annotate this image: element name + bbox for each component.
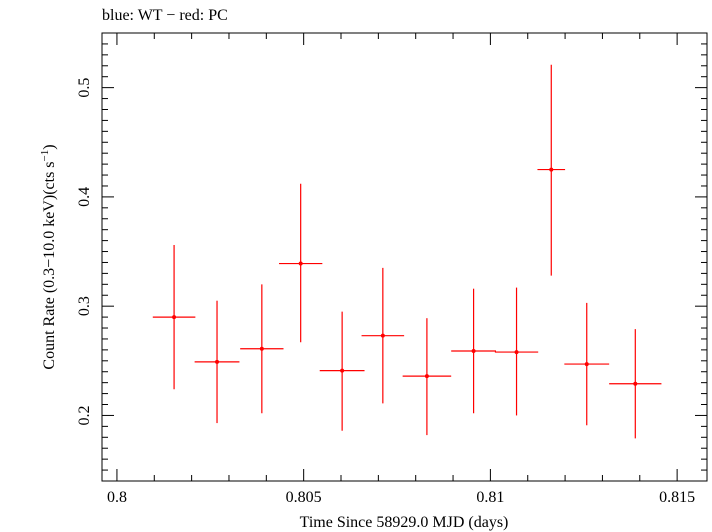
point-marker: [514, 350, 519, 355]
point-marker: [215, 359, 220, 364]
data-points: [152, 64, 662, 439]
x-tick-label: 0.81: [476, 489, 504, 506]
y-axis-label-superscript: −1: [39, 150, 51, 162]
y-tick-label: 0.2: [76, 405, 93, 425]
x-tick-label: 0.8: [107, 489, 127, 506]
data-point: [319, 311, 365, 431]
y-tick-label: 0.4: [76, 187, 93, 207]
point-marker: [424, 374, 429, 379]
x-axis-label: Time Since 58929.0 MJD (days): [300, 514, 509, 531]
data-point: [451, 288, 496, 414]
x-tick-label: 0.815: [659, 489, 695, 506]
data-point: [240, 284, 284, 414]
chart-title: blue: WT − red: PC: [102, 7, 228, 24]
point-marker: [172, 315, 177, 320]
data-point: [564, 302, 610, 426]
point-marker: [584, 362, 589, 367]
data-point: [361, 267, 405, 404]
y-axis-label: Count Rate (0.3−10.0 keV)(cts s−1): [39, 144, 58, 369]
data-point: [152, 244, 196, 390]
point-marker: [340, 368, 345, 373]
data-point: [494, 287, 539, 416]
point-marker: [549, 167, 554, 172]
x-tick-label: 0.805: [286, 489, 322, 506]
point-marker: [259, 346, 264, 351]
point-marker: [380, 333, 385, 338]
data-point: [537, 64, 566, 276]
data-point: [609, 329, 662, 439]
y-tick-label: 0.3: [76, 296, 93, 316]
y-axis-label-close: ): [41, 144, 58, 149]
point-marker: [633, 381, 638, 386]
point-marker: [471, 348, 476, 353]
y-tick-label: 0.5: [76, 78, 93, 98]
data-point: [194, 300, 240, 424]
plot-frame: [101, 32, 708, 482]
data-point: [279, 183, 323, 343]
data-point: [402, 318, 452, 436]
y-axis-label-main: Count Rate (0.3−10.0 keV)(cts s: [41, 161, 58, 369]
point-marker: [298, 261, 303, 266]
axis-ticks: 0.8 0.805 0.81 0.815 0.2 0.3 0.4 0.5: [76, 32, 707, 506]
